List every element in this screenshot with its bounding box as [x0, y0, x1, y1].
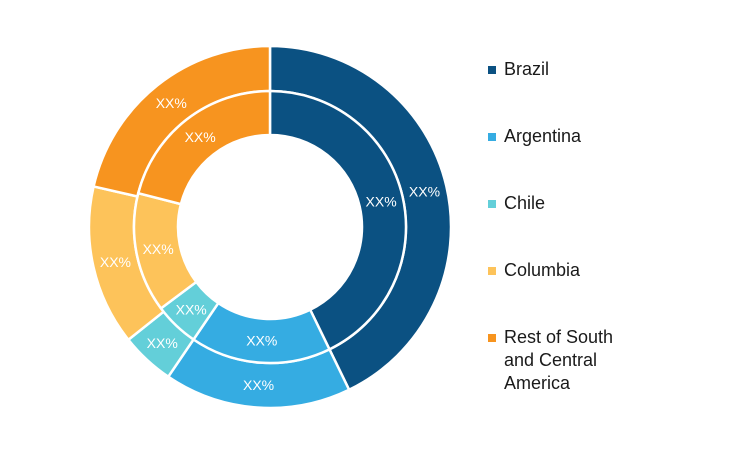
inner-ring-label-chile: XX% — [176, 301, 207, 317]
inner-ring-label-rest-of-south-and-central-america: XX% — [185, 129, 216, 145]
legend-swatch — [488, 66, 496, 74]
outer-ring-label-brazil: XX% — [409, 183, 440, 199]
legend-swatch — [488, 267, 496, 275]
outer-ring-label-columbia: XX% — [100, 254, 131, 270]
legend-label: Rest of South and Central America — [504, 327, 614, 393]
legend-label: Brazil — [504, 59, 550, 79]
legend-item: Chile — [488, 192, 738, 259]
legend-label: Chile — [504, 193, 546, 213]
outer-ring-label-chile: XX% — [147, 335, 178, 351]
legend-swatch — [488, 334, 496, 342]
outer-ring-label-argentina: XX% — [243, 377, 274, 393]
inner-ring-label-brazil: XX% — [366, 193, 397, 209]
legend: Brazil Argentina Chile Columbia Rest of Sout… — [488, 58, 738, 393]
inner-ring-slice-brazil — [268, 89, 408, 351]
legend-item: Brazil — [488, 58, 738, 125]
legend-label: Argentina — [504, 126, 582, 146]
legend-label: Columbia — [504, 260, 581, 280]
legend-swatch — [488, 200, 496, 208]
legend-item: Columbia — [488, 259, 738, 326]
legend-swatch — [488, 133, 496, 141]
inner-ring-slice-rest-of-south-and-central-america — [136, 89, 272, 206]
inner-ring-label-argentina: XX% — [246, 333, 277, 349]
legend-item: Argentina — [488, 125, 738, 192]
outer-ring-label-rest-of-south-and-central-america: XX% — [156, 95, 187, 111]
legend-item: Rest of South and Central America — [488, 326, 738, 393]
inner-ring-label-columbia: XX% — [143, 241, 174, 257]
